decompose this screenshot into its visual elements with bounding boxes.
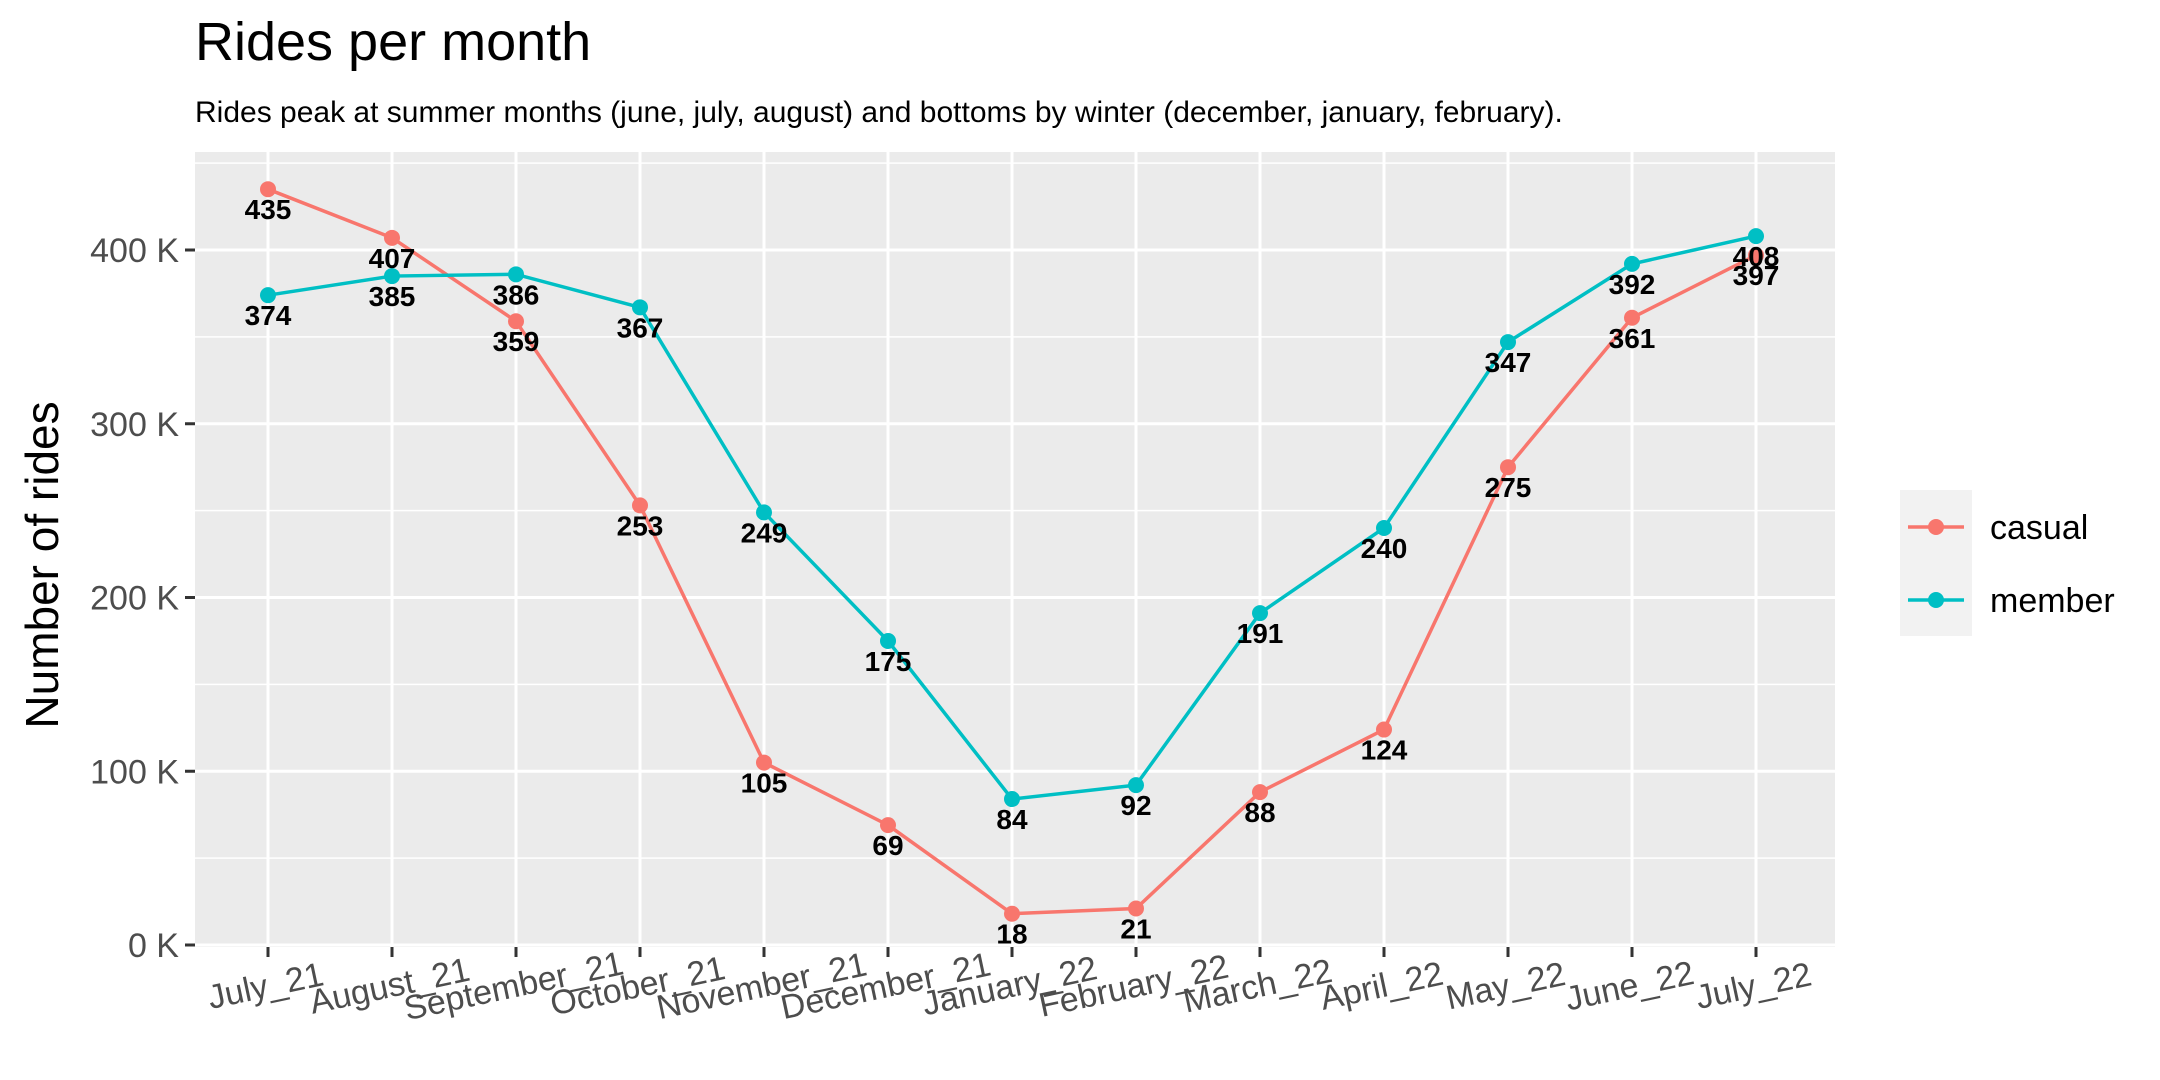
- data-label-casual: 105: [741, 768, 788, 799]
- data-point-casual: [1500, 459, 1516, 476]
- data-point-member: [384, 268, 400, 285]
- data-point-member: [1128, 777, 1144, 794]
- data-label-member: 92: [1120, 790, 1151, 821]
- legend-key-point-casual: [1928, 519, 1944, 535]
- data-point-casual: [756, 754, 772, 771]
- data-point-casual: [384, 229, 400, 246]
- data-point-member: [1624, 255, 1640, 272]
- y-tick-label: 400 K: [90, 232, 179, 270]
- data-point-casual: [1376, 721, 1392, 738]
- data-label-casual: 397: [1733, 260, 1780, 291]
- legend-label-casual: casual: [1990, 509, 2088, 547]
- data-label-casual: 124: [1361, 735, 1408, 766]
- data-point-member: [1376, 520, 1392, 536]
- data-point-casual: [260, 181, 276, 198]
- y-tick-label: 100 K: [90, 753, 179, 791]
- y-axis-title: Number of rides: [16, 401, 68, 728]
- x-tick-label: July_22: [1692, 955, 1815, 1017]
- y-tick-label: 0 K: [128, 927, 179, 965]
- data-label-casual: 359: [493, 326, 540, 357]
- data-point-casual: [1128, 900, 1144, 917]
- data-label-casual: 435: [245, 194, 292, 225]
- data-label-member: 175: [865, 646, 912, 677]
- chart-title: Rides per month: [195, 12, 591, 72]
- grid-lines: [195, 152, 1835, 947]
- data-label-member: 392: [1609, 269, 1656, 300]
- data-label-casual: 21: [1120, 914, 1151, 945]
- data-label-casual: 407: [369, 243, 416, 274]
- data-label-member: 240: [1361, 533, 1408, 564]
- data-point-member: [632, 299, 648, 316]
- data-label-member: 374: [245, 300, 292, 331]
- series-lines: [260, 181, 1764, 922]
- data-point-casual: [1004, 905, 1020, 922]
- data-label-member: 84: [996, 804, 1028, 835]
- data-label-casual: 361: [1609, 323, 1656, 354]
- data-point-member: [260, 287, 276, 304]
- data-label-member: 347: [1485, 347, 1532, 378]
- x-tick-label: April_22: [1317, 955, 1447, 1018]
- data-point-casual: [632, 497, 648, 514]
- chart-subtitle: Rides peak at summer months (june, july,…: [195, 96, 1563, 129]
- data-label-member: 385: [369, 281, 416, 312]
- data-label-casual: 18: [996, 919, 1027, 950]
- data-point-casual: [1748, 247, 1764, 264]
- data-point-member: [1748, 228, 1764, 245]
- data-point-member: [1252, 605, 1268, 622]
- x-tick-label: May_22: [1443, 955, 1569, 1017]
- data-point-member: [1500, 334, 1516, 351]
- data-point-casual: [1624, 309, 1640, 326]
- data-label-casual: 69: [872, 830, 903, 861]
- data-label-member: 367: [617, 312, 664, 343]
- data-label-member: 386: [493, 279, 540, 310]
- data-point-casual: [508, 313, 524, 330]
- legend-key-point-member: [1928, 592, 1944, 608]
- data-label-casual: 275: [1485, 472, 1532, 503]
- data-point-casual: [880, 817, 896, 834]
- data-point-member: [1004, 791, 1020, 808]
- legend-label-member: member: [1990, 582, 2115, 620]
- data-label-member: 249: [741, 517, 788, 548]
- data-label-member: 408: [1733, 241, 1780, 272]
- legend: casual member: [1900, 490, 2115, 636]
- data-labels: 435 407 359 253 105 69 18 21 88 124 275 361 397 374 38…: [245, 194, 1780, 950]
- plot-panel: [195, 152, 1835, 947]
- y-tick-label: 200 K: [90, 580, 179, 618]
- data-label-member: 191: [1237, 618, 1284, 649]
- data-label-casual: 253: [617, 510, 664, 541]
- y-tick-label: 300 K: [90, 406, 179, 444]
- x-tick-label: June_22: [1562, 954, 1698, 1018]
- data-point-member: [508, 266, 524, 283]
- legend-key-background: [1900, 490, 1972, 636]
- data-point-member: [756, 504, 772, 521]
- data-point-casual: [1252, 784, 1268, 801]
- data-point-member: [880, 632, 896, 649]
- data-label-casual: 88: [1244, 797, 1275, 828]
